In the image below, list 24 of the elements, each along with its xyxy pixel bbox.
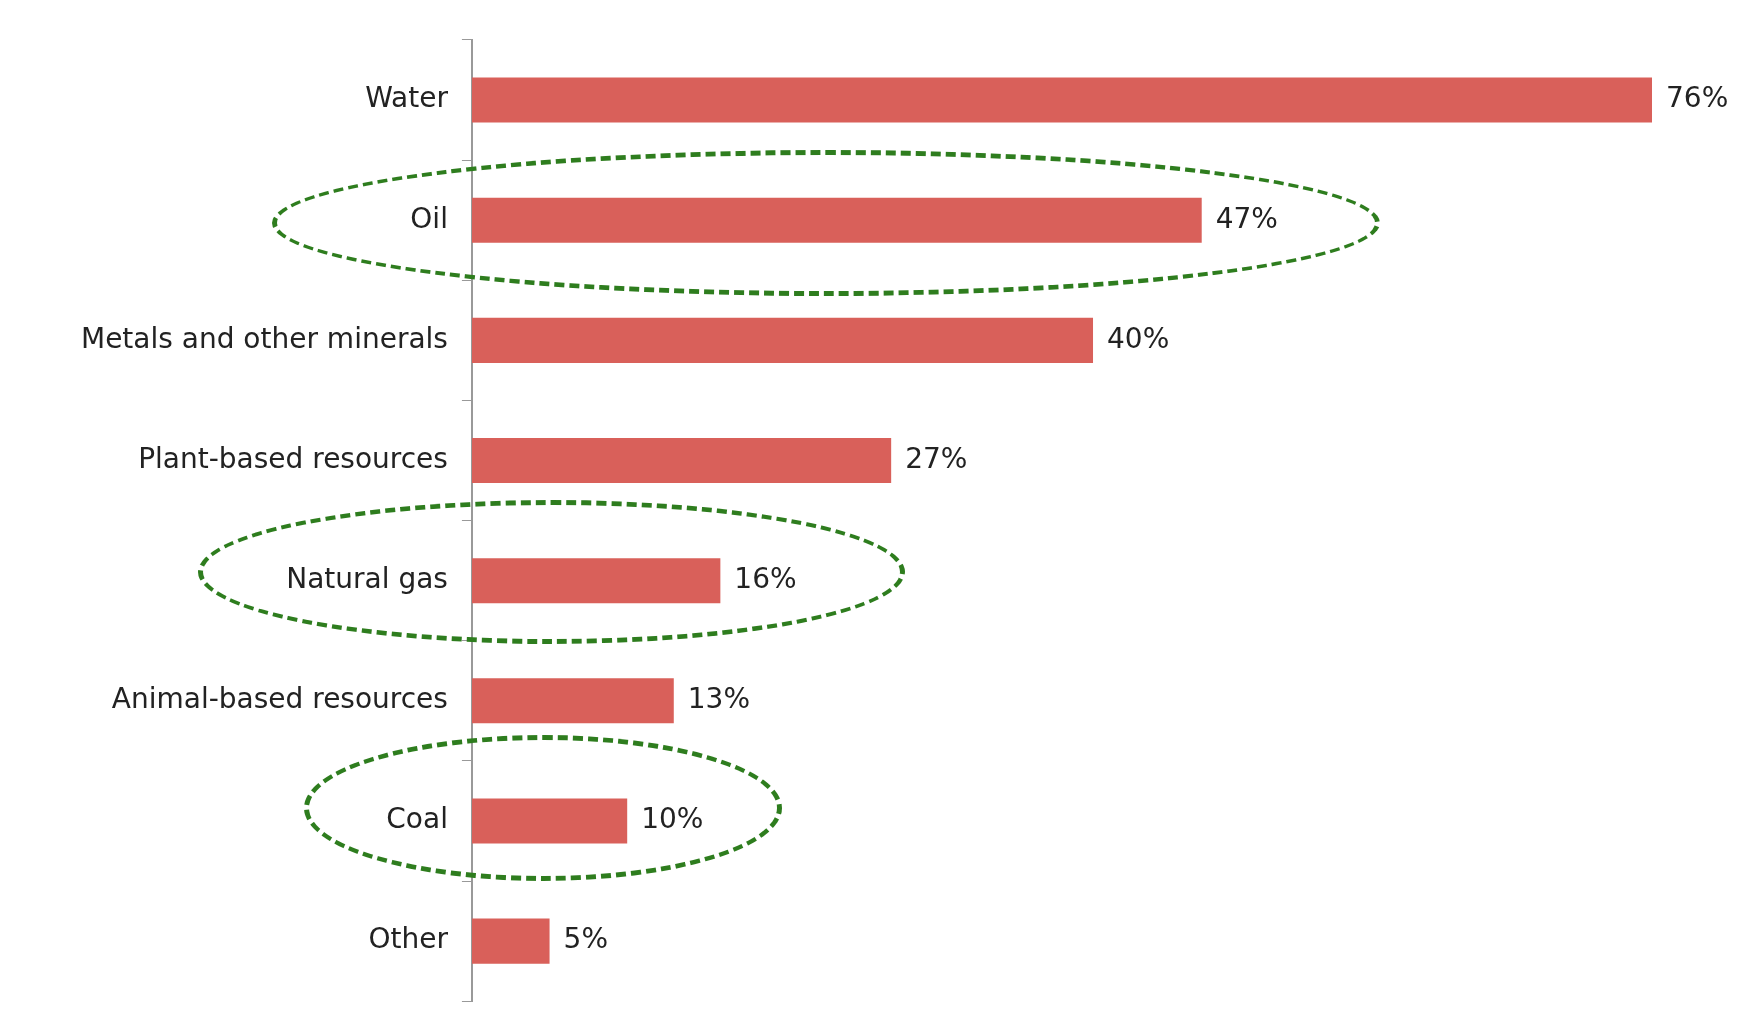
bar — [471, 317, 1094, 363]
data-label: 47% — [1215, 201, 1278, 235]
y-tick-label: Water — [365, 81, 449, 115]
y-tick-label: Coal — [386, 802, 448, 836]
data-label: 16% — [734, 561, 797, 595]
bar — [471, 558, 721, 604]
bar — [471, 197, 1202, 243]
y-tick-label: Oil — [410, 201, 448, 235]
data-label: 10% — [641, 802, 704, 836]
bar — [471, 678, 674, 724]
data-label: 76% — [1666, 81, 1729, 115]
data-label: 27% — [905, 441, 968, 475]
data-label: 13% — [687, 682, 751, 716]
y-tick-label: Natural gas — [286, 561, 448, 595]
bar — [471, 798, 628, 844]
bar — [471, 77, 1652, 123]
y-tick-label: Metals and other minerals — [80, 321, 448, 355]
bar — [471, 918, 550, 964]
data-label: 5% — [563, 922, 608, 956]
y-tick-label: Animal-based resources — [111, 682, 448, 716]
data-label: 40% — [1107, 321, 1170, 355]
y-tick-label: Other — [368, 922, 449, 956]
y-tick-label: Plant-based resources — [138, 441, 448, 475]
bar — [471, 438, 892, 484]
